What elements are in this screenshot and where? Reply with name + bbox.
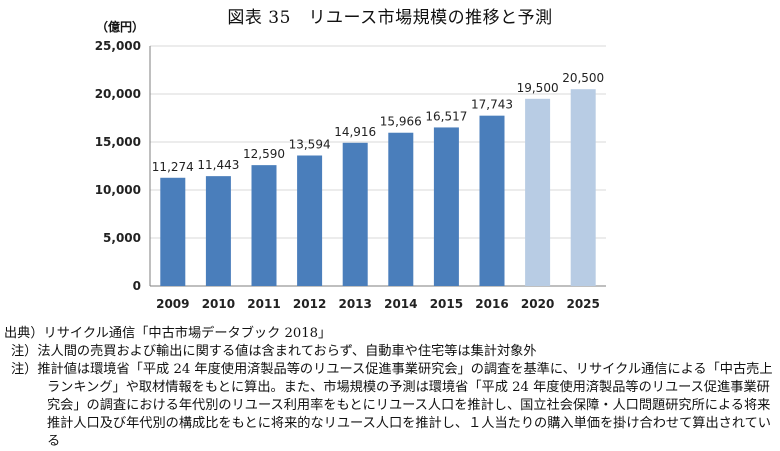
- x-tick-label-2025: 2025: [566, 297, 599, 311]
- data-label-2010: 11,443: [197, 158, 239, 172]
- bars: [160, 89, 596, 286]
- bar-2010: [205, 176, 231, 286]
- bar-2012: [297, 155, 323, 286]
- x-tick-label-2013: 2013: [338, 297, 371, 311]
- data-label-2011: 12,590: [243, 147, 285, 161]
- y-tick-label: 15,000: [95, 135, 141, 149]
- x-tick-label-2015: 2015: [430, 297, 463, 311]
- y-tick-label: 10,000: [95, 183, 141, 197]
- data-label-2014: 15,966: [380, 115, 422, 129]
- data-label-2020: 19,500: [517, 81, 559, 95]
- y-axis-unit-label: （億円）: [96, 20, 145, 34]
- x-tick-label-2011: 2011: [247, 297, 280, 311]
- data-label-2009: 11,274: [152, 160, 194, 174]
- x-tick-label-2014: 2014: [384, 297, 417, 311]
- x-tick-label-2016: 2016: [475, 297, 508, 311]
- bar-2009: [160, 177, 186, 286]
- notes-section: 出典）リサイクル通信「中古市場データブック 2018」 注）法人間の売買および輸…: [4, 325, 776, 451]
- data-label-2025: 20,500: [562, 71, 604, 85]
- data-label-2013: 14,916: [334, 125, 376, 139]
- data-label-2016: 17,743: [471, 98, 513, 112]
- bar-2020: [525, 98, 551, 286]
- labels: 0 5,000 10,000 15,000 20,000 25,000 11,274 2009…: [95, 39, 605, 311]
- y-tick-label: 5,000: [103, 231, 141, 245]
- data-label-2015: 16,517: [425, 109, 467, 123]
- bar-2016: [479, 115, 505, 286]
- x-tick-label-2020: 2020: [521, 297, 554, 311]
- bar-chart: 0 5,000 10,000 15,000 20,000 25,000 11,274 2009…: [95, 39, 606, 311]
- x-tick-label-2010: 2010: [202, 297, 235, 311]
- bar-2014: [388, 132, 414, 286]
- y-tick-label: 0: [133, 279, 141, 293]
- bar-2025: [570, 89, 596, 286]
- bar-2015: [433, 127, 459, 286]
- y-tick-label: 25,000: [95, 39, 141, 53]
- x-tick-label-2012: 2012: [293, 297, 326, 311]
- bar-2013: [342, 142, 368, 286]
- source-note: 出典）リサイクル通信「中古市場データブック 2018」: [4, 326, 332, 341]
- note-exclusions: 注）法人間の売買および輸出に関する値は含まれておらず、自動車や住宅等は集計対象外: [11, 344, 537, 359]
- bar-2011: [251, 165, 277, 286]
- y-tick-label: 20,000: [95, 87, 141, 101]
- note-methodology: 注）推計値は環境省「平成 24 年度使用済製品等のリユース促進事業研究会」の調査…: [11, 362, 773, 449]
- data-label-2012: 13,594: [289, 137, 331, 151]
- chart-title: 図表 35 リユース市場規模の推移と予測: [227, 8, 553, 28]
- x-tick-label-2009: 2009: [156, 297, 189, 311]
